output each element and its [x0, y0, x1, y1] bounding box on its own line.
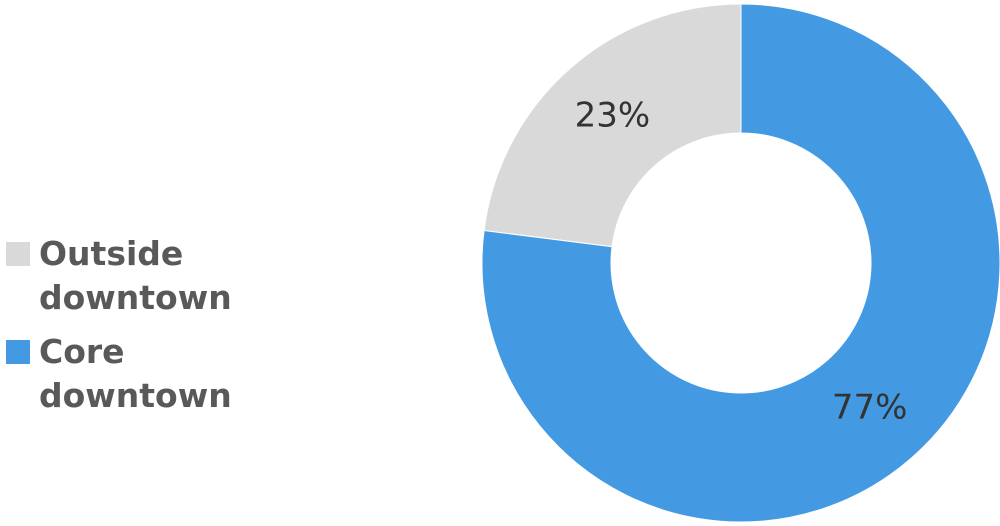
- slice: [481, 3, 1000, 523]
- legend-label: Outside downtown: [39, 234, 232, 317]
- slice: [483, 3, 742, 248]
- legend-item: Outside downtown: [6, 232, 306, 320]
- data-label: 23%: [575, 96, 651, 136]
- legend-swatch: [6, 242, 30, 266]
- data-label: 77%: [832, 387, 908, 427]
- legend: Outside downtown Core downtown: [6, 232, 306, 428]
- legend-label: Core downtown: [39, 332, 232, 415]
- legend-item: Core downtown: [6, 330, 306, 418]
- legend-swatch: [6, 340, 30, 364]
